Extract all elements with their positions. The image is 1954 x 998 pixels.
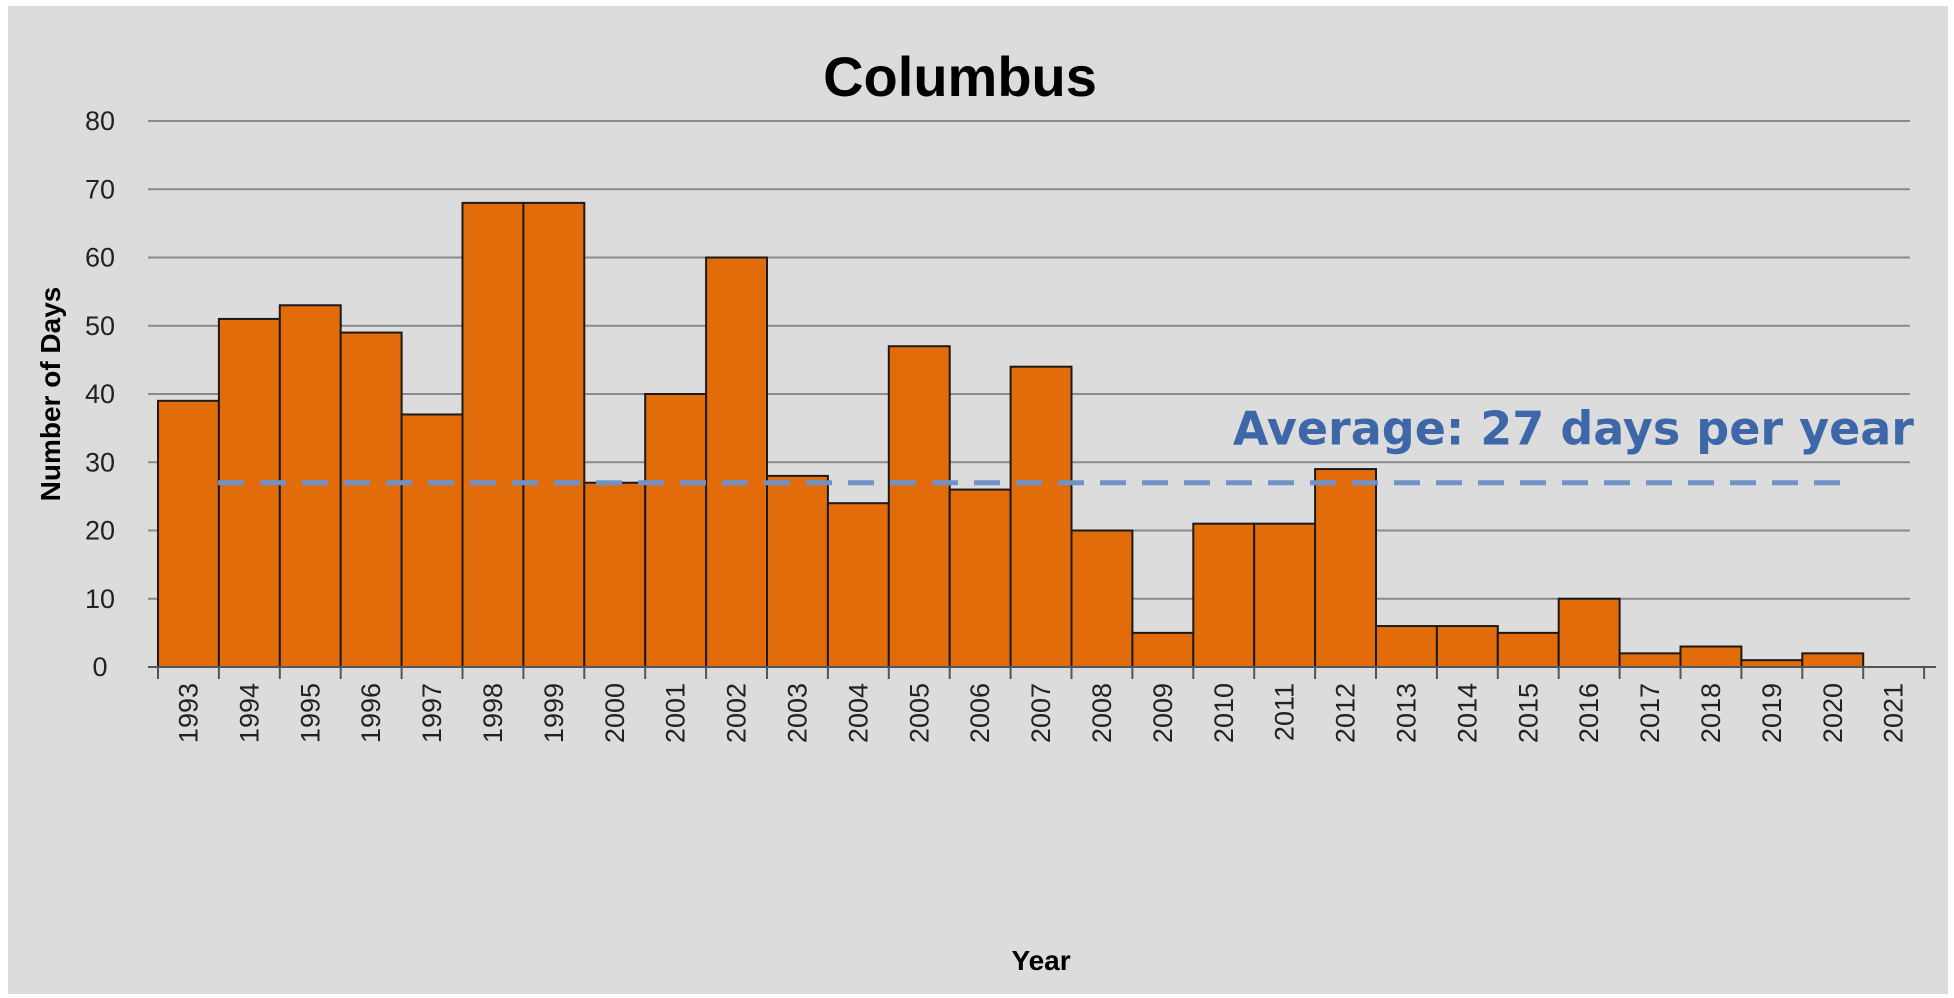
bar-2003 bbox=[766, 474, 829, 668]
x-tick-label: 2016 bbox=[1574, 683, 1604, 743]
bar-2013 bbox=[1375, 625, 1438, 668]
x-tick-label: 1999 bbox=[539, 683, 569, 743]
bar-2016 bbox=[1557, 597, 1621, 668]
x-tick-label: 2015 bbox=[1513, 683, 1543, 743]
x-tick-label: 2002 bbox=[722, 683, 752, 743]
y-tick-label: 0 bbox=[92, 652, 107, 682]
bar-1996 bbox=[339, 331, 403, 668]
x-tick-label: 1993 bbox=[173, 683, 203, 743]
bar-2004 bbox=[826, 502, 890, 669]
bar-1994 bbox=[217, 317, 281, 668]
x-tick-label: 2001 bbox=[661, 683, 691, 743]
bar-2008 bbox=[1070, 529, 1134, 668]
bar-2012 bbox=[1314, 468, 1377, 669]
x-tick-label: 2005 bbox=[904, 683, 934, 743]
bar-1998 bbox=[461, 201, 525, 668]
y-tick-label: 20 bbox=[85, 516, 115, 546]
x-tick-label: 1998 bbox=[478, 683, 508, 743]
y-tick-label: 60 bbox=[85, 243, 115, 273]
chart-panel: Columbus 0 10 20 30 40 50 60 70 80 1993 1994 1995 1… bbox=[8, 6, 1948, 994]
bar-1999 bbox=[522, 201, 586, 668]
y-tick-label: 30 bbox=[85, 447, 115, 477]
bars bbox=[157, 201, 1865, 669]
x-tick-label: 2010 bbox=[1209, 683, 1239, 743]
y-tick-label: 70 bbox=[85, 174, 115, 204]
bar-2017 bbox=[1618, 652, 1682, 668]
bar-1995 bbox=[278, 304, 342, 668]
x-axis-label: Year bbox=[1011, 945, 1070, 976]
y-axis-label: Number of Days bbox=[35, 287, 66, 502]
bar-2006 bbox=[948, 488, 1012, 668]
x-tick-label: 2018 bbox=[1696, 683, 1726, 743]
y-tick-label: 80 bbox=[85, 106, 115, 136]
x-tick-label: 2004 bbox=[843, 683, 873, 743]
bar-1993 bbox=[157, 399, 220, 668]
y-tick-label: 10 bbox=[85, 584, 115, 614]
bar-2002 bbox=[705, 256, 768, 668]
bar-2010 bbox=[1192, 522, 1256, 668]
x-tick-label: 2021 bbox=[1879, 683, 1909, 743]
bar-2019 bbox=[1740, 659, 1804, 668]
bar-1997 bbox=[400, 413, 464, 668]
x-tick-label: 2008 bbox=[1087, 683, 1117, 743]
bar-2000 bbox=[583, 481, 647, 668]
x-axis-ticks: 1993 1994 1995 1996 1997 1998 1999 2000 2001 2002… bbox=[173, 683, 1908, 743]
x-tick-label: 2019 bbox=[1757, 683, 1787, 743]
bar-2011 bbox=[1253, 522, 1317, 668]
bar-2009 bbox=[1131, 631, 1195, 668]
bar-2020 bbox=[1801, 652, 1865, 668]
x-tick-label: 2013 bbox=[1391, 683, 1421, 743]
x-tick-label: 2012 bbox=[1331, 683, 1361, 743]
x-tick-label: 2003 bbox=[782, 683, 812, 743]
x-tick-label: 2000 bbox=[600, 683, 630, 743]
x-tick-label: 2006 bbox=[965, 683, 995, 743]
x-tick-label: 1995 bbox=[295, 683, 325, 743]
bar-2001 bbox=[644, 393, 708, 668]
bar-2014 bbox=[1435, 625, 1499, 668]
average-label: Average: 27 days per year bbox=[1233, 402, 1914, 456]
bar-2005 bbox=[887, 345, 951, 668]
chart-title: Columbus bbox=[823, 45, 1097, 108]
x-axis bbox=[148, 666, 1937, 679]
x-tick-label: 2014 bbox=[1452, 683, 1482, 743]
average-reference: Average: 27 days per year bbox=[218, 402, 1914, 486]
bar-2007 bbox=[1009, 365, 1073, 668]
y-tick-label: 40 bbox=[85, 379, 115, 409]
x-tick-label: 2017 bbox=[1635, 683, 1665, 743]
bar-2015 bbox=[1496, 631, 1560, 668]
y-axis-ticks: 0 10 20 30 40 50 60 70 80 bbox=[85, 106, 115, 682]
x-tick-label: 2020 bbox=[1818, 683, 1848, 743]
y-tick-label: 50 bbox=[85, 311, 115, 341]
x-tick-label: 2009 bbox=[1148, 683, 1178, 743]
x-tick-label: 1996 bbox=[356, 683, 386, 743]
bar-2018 bbox=[1679, 645, 1743, 669]
x-tick-label: 1994 bbox=[234, 683, 264, 743]
x-tick-label: 2011 bbox=[1270, 683, 1300, 741]
x-tick-label: 2007 bbox=[1026, 683, 1056, 743]
x-tick-label: 1997 bbox=[417, 683, 447, 743]
